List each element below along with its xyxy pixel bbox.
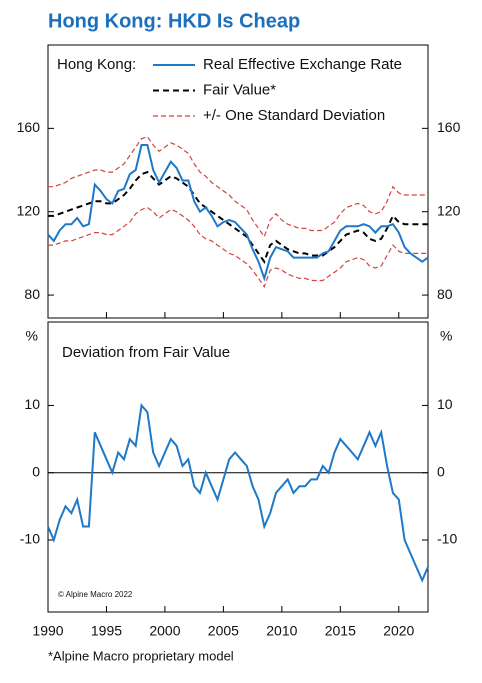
x-tick-label: 1990 <box>32 623 63 639</box>
band-line <box>48 206 428 288</box>
y-tick-label: 160 <box>437 119 461 135</box>
y-tick-label: 120 <box>437 202 461 218</box>
y-tick-label: -10 <box>20 531 40 547</box>
annotation: Deviation from Fair Value <box>62 344 230 361</box>
y-tick-label: 80 <box>24 286 40 302</box>
x-tick-label: 2020 <box>383 623 414 639</box>
band-line <box>48 135 428 238</box>
y-unit: % <box>440 328 452 344</box>
y-tick-label: 10 <box>437 396 453 412</box>
x-tick-label: 2005 <box>208 623 239 639</box>
y-tick-label: 120 <box>17 202 41 218</box>
footnote: *Alpine Macro proprietary model <box>48 648 234 663</box>
series-line <box>48 170 428 264</box>
legend-label: Fair Value* <box>203 81 276 98</box>
x-tick-label: 2015 <box>325 623 356 639</box>
y-tick-label: 80 <box>437 286 453 302</box>
bottom-panel <box>47 321 429 613</box>
legend-label: +/- One Standard Deviation <box>203 107 385 124</box>
x-tick-label: 1995 <box>91 623 122 639</box>
legend-title: Hong Kong: <box>57 56 136 73</box>
y-tick-label: 10 <box>24 396 40 412</box>
copyright: © Alpine Macro 2022 <box>58 590 133 599</box>
series-line <box>47 144 429 282</box>
y-tick-label: 0 <box>437 463 445 479</box>
x-tick-label: 2010 <box>266 623 297 639</box>
chart-title: Hong Kong: HKD Is Cheap <box>48 10 300 32</box>
y-tick-label: 160 <box>17 119 41 135</box>
legend-label: Real Effective Exchange Rate <box>203 56 402 73</box>
top-panel <box>47 44 429 319</box>
y-unit: % <box>26 328 38 344</box>
y-tick-label: 0 <box>32 463 40 479</box>
x-tick-label: 2000 <box>149 623 180 639</box>
series-line <box>47 403 429 583</box>
y-tick-label: -10 <box>437 531 457 547</box>
